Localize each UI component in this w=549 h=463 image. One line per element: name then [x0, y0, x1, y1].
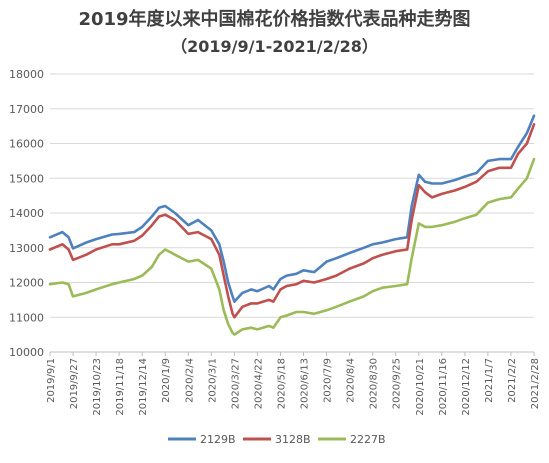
series-line-2227B	[48, 157, 536, 336]
y-tick-label: 18000	[9, 68, 44, 81]
x-tick-label: 2019/9/27	[69, 358, 80, 409]
y-tick-label: 13000	[9, 242, 44, 255]
legend-label: 2129B	[200, 433, 236, 446]
x-tick-label: 2021/1/7	[484, 358, 495, 403]
x-tick-label: 2020/3/27	[230, 358, 241, 409]
x-tick-label: 2020/12/12	[461, 358, 472, 416]
x-tick-label: 2019/9/1	[46, 358, 57, 403]
legend: 2129B 3128B 2227B	[168, 433, 386, 446]
x-axis-ticks: 2019/9/1 2019/9/27 2019/10/23 2019/11/18 201…	[46, 352, 541, 416]
x-tick-label: 2020/9/25	[392, 358, 403, 409]
x-tick-label: 2020/5/18	[276, 358, 287, 409]
x-tick-label: 2021/2/28	[530, 358, 541, 409]
grid-layer	[50, 73, 534, 353]
series-line-2129B	[48, 114, 536, 303]
x-tick-label: 2020/7/9	[323, 358, 334, 403]
x-tick-label: 2019/12/14	[138, 358, 149, 416]
x-tick-label: 2020/11/16	[438, 358, 449, 416]
y-tick-label: 16000	[9, 138, 44, 151]
y-tick-label: 15000	[9, 172, 44, 185]
x-tick-label: 2020/4/22	[253, 358, 264, 409]
y-tick-label: 14000	[9, 207, 44, 220]
legend-label: 3128B	[275, 433, 311, 446]
x-tick-label: 2020/6/13	[300, 358, 311, 409]
x-tick-label: 2020/10/21	[415, 358, 426, 416]
x-tick-label: 2020/8/4	[346, 358, 357, 403]
x-tick-label: 2020/3/1	[207, 358, 218, 403]
x-tick-label: 2020/2/4	[184, 358, 195, 403]
y-tick-label: 11000	[9, 311, 44, 324]
x-tick-label: 2019/11/18	[115, 358, 126, 416]
x-tick-label: 2019/10/23	[92, 358, 103, 416]
y-tick-label: 10000	[9, 346, 44, 359]
x-tick-label: 2020/8/30	[369, 358, 380, 409]
legend-label: 2227B	[350, 433, 386, 446]
y-axis-ticks: 10000 11000 12000 13000 14000 15000 16000 17000…	[9, 68, 44, 359]
y-tick-label: 17000	[9, 103, 44, 116]
x-tick-label: 2020/1/9	[161, 358, 172, 403]
y-tick-label: 12000	[9, 277, 44, 290]
chart-subtitle: （2019/9/1-2021/2/28）	[171, 37, 378, 56]
x-tick-label: 2021/2/2	[507, 358, 518, 403]
series-layer	[48, 114, 536, 336]
series-line-3128B	[48, 123, 536, 319]
chart-title: 2019年度以来中国棉花价格指数代表品种走势图	[78, 8, 470, 30]
